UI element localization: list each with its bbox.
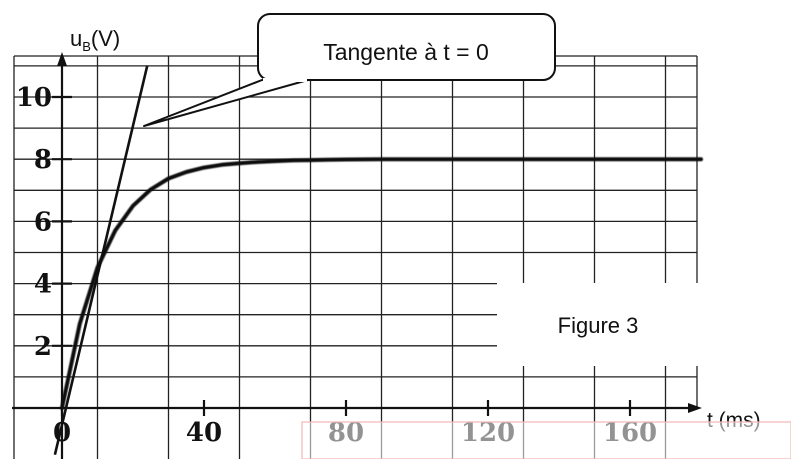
y-tick-labels: 2 4 6 8 10 <box>16 83 52 362</box>
y-axis-label: uB(V) <box>70 26 120 54</box>
axes <box>12 52 702 459</box>
callout-box <box>257 13 556 81</box>
series-line <box>60 157 703 410</box>
y-axis-arrow <box>57 52 67 66</box>
overlay-panel <box>301 421 791 459</box>
y-tick-label: 4 <box>34 270 52 300</box>
y-axis-label-unit: (V) <box>91 26 120 51</box>
y-axis-label-main: u <box>70 26 82 51</box>
y-tick-label: 8 <box>34 145 52 175</box>
tangent-callout: Tangente à t = 0 <box>143 13 556 127</box>
y-tick-label: 10 <box>16 83 52 113</box>
x-axis-arrow <box>688 403 702 413</box>
y-axis-label-sub: B <box>82 39 91 54</box>
grid <box>13 55 698 459</box>
figure-label: Figure 3 <box>558 313 639 338</box>
figure-label-box: Figure 3 <box>497 283 706 366</box>
tangent-callout-label: Tangente à t = 0 <box>323 39 489 65</box>
y-tick-label: 6 <box>34 207 52 237</box>
y-tick-label: 2 <box>34 332 52 362</box>
curves <box>53 65 703 455</box>
x-tick-label: 40 <box>186 418 222 448</box>
